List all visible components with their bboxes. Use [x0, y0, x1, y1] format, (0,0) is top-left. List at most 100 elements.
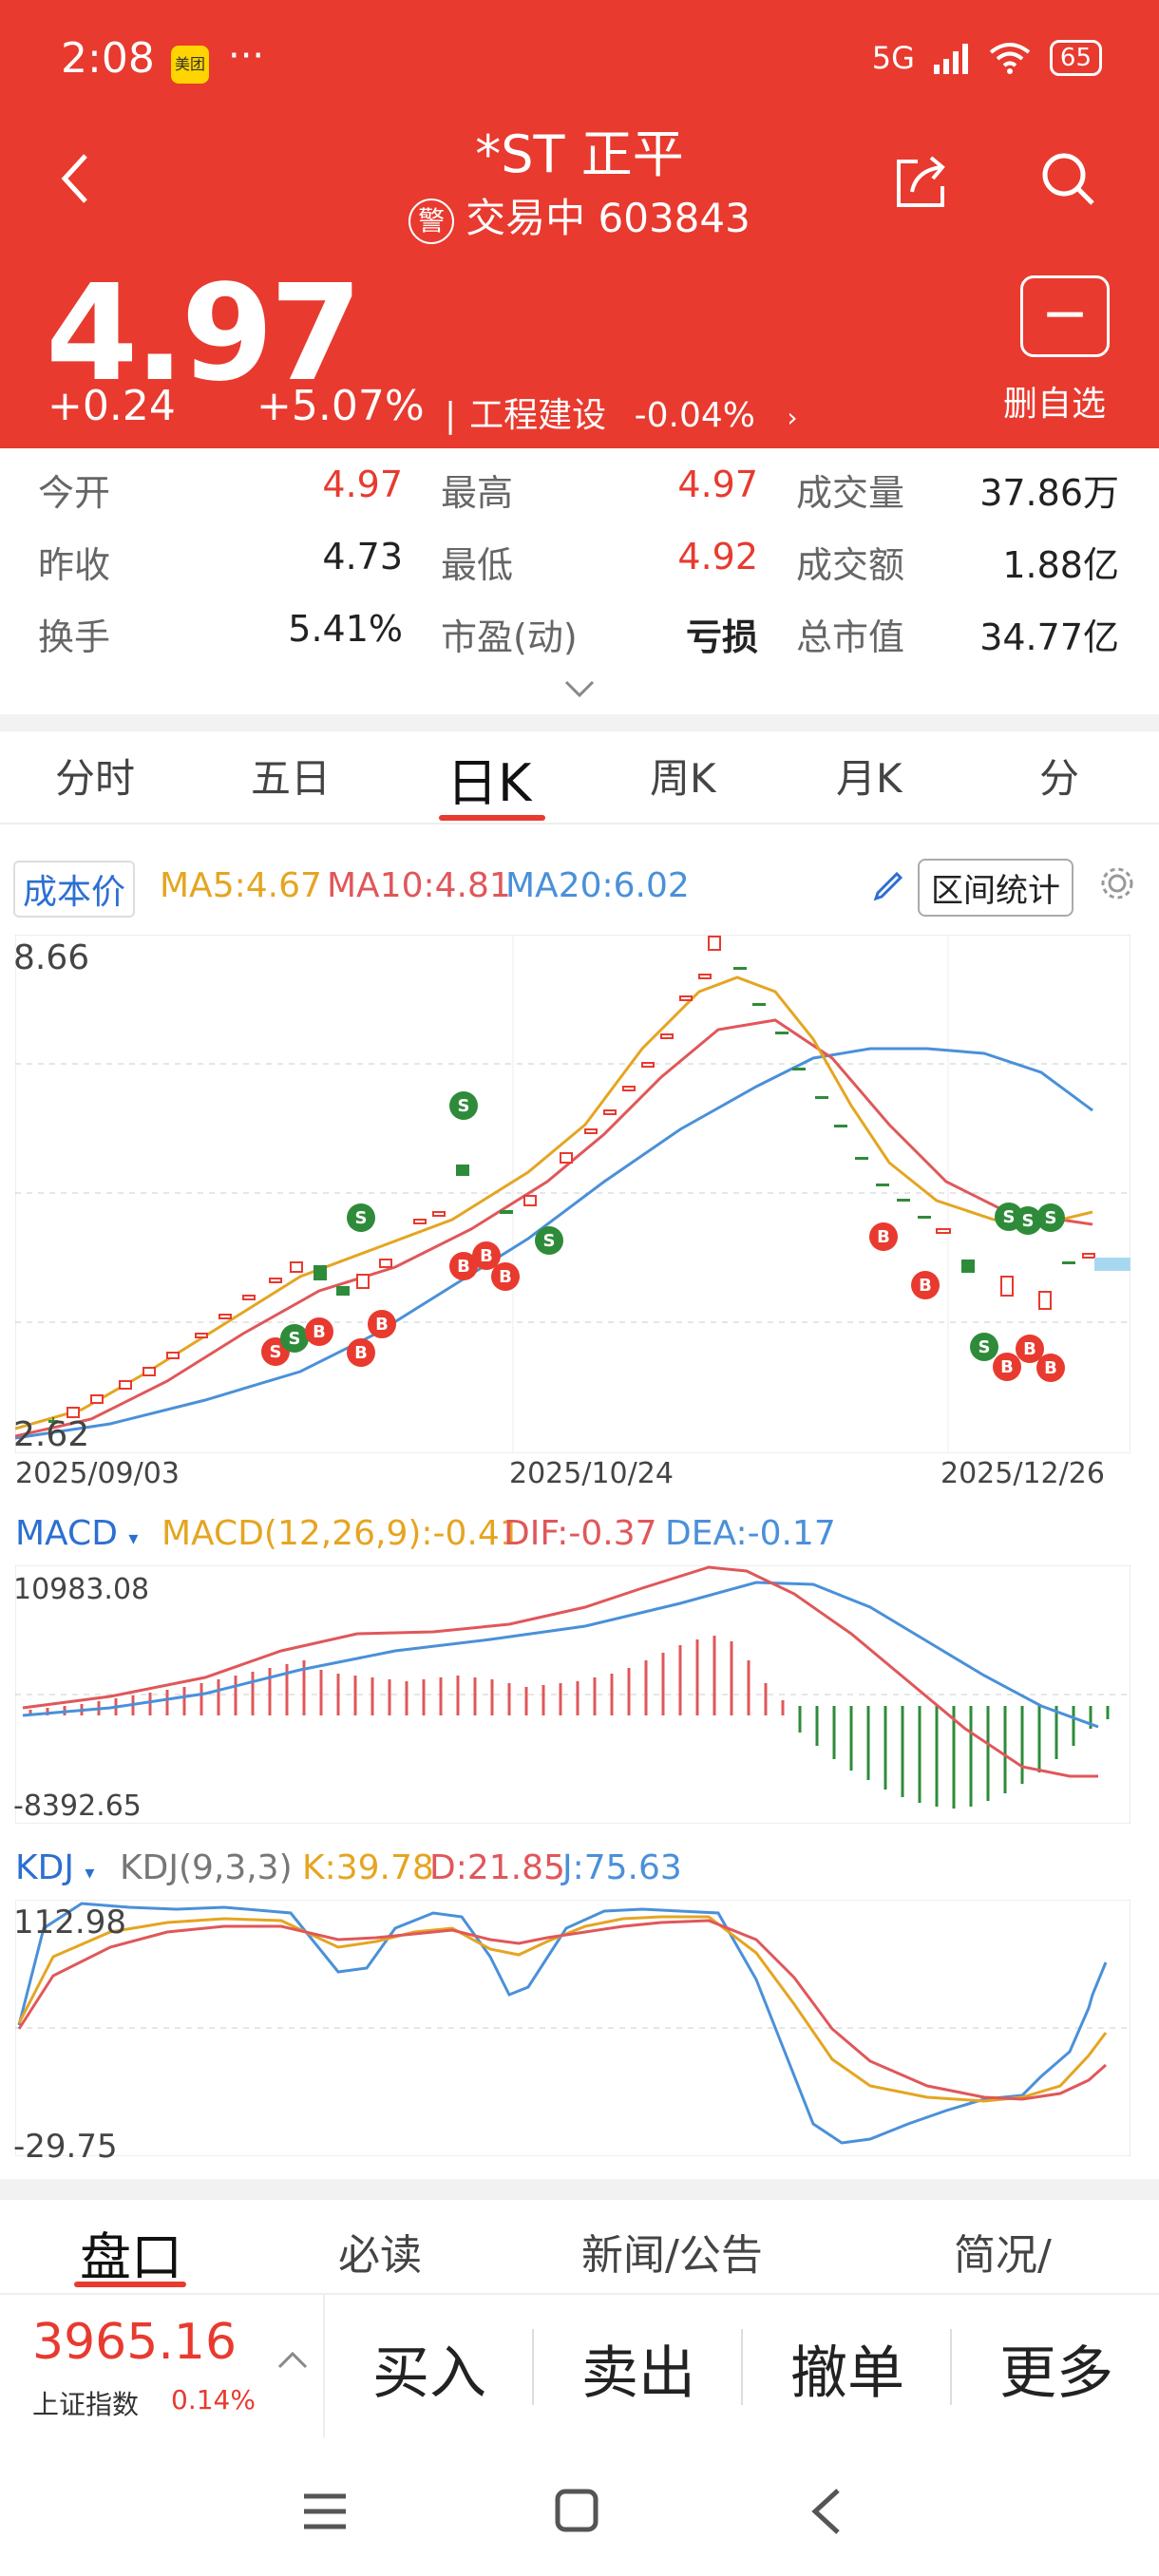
bar-divider	[323, 2295, 325, 2437]
kline-ymax: 8.66	[13, 938, 90, 977]
turnover-label: 换手	[38, 616, 111, 658]
open-label: 今开	[38, 472, 111, 514]
pe-value: 亏损	[685, 616, 758, 658]
chevron-down-icon[interactable]	[562, 676, 597, 699]
svg-text:S: S	[543, 1231, 556, 1251]
pe-label: 市盈(动)	[441, 616, 578, 658]
meituan-badge-icon: 美团	[171, 46, 209, 84]
share-icon[interactable]	[891, 152, 952, 213]
kdj-chart	[15, 1900, 1130, 2156]
dropdown-icon: ▾	[128, 1526, 139, 1549]
svg-text:B: B	[457, 1257, 470, 1277]
pencil-icon[interactable]	[870, 864, 908, 902]
svg-text:B: B	[499, 1267, 512, 1287]
sell-button[interactable]: 卖出	[581, 2340, 695, 2407]
more-button[interactable]: 更多	[999, 2340, 1113, 2407]
kdj-selector[interactable]: KDJ ▾	[15, 1848, 94, 1887]
network-label: 5G	[871, 40, 915, 76]
macd-ymin: -8392.65	[13, 1790, 142, 1823]
kdj-ymin: -29.75	[13, 2128, 118, 2166]
kdj-k: K:39.78	[302, 1848, 434, 1887]
tab-must-read[interactable]: 必读	[338, 2231, 422, 2280]
tabs-divider	[0, 823, 1159, 824]
svg-text:S: S	[978, 1337, 991, 1357]
macd-label: MACD	[15, 1514, 118, 1553]
ma20-label: MA20:6.02	[505, 866, 690, 905]
svg-text:B: B	[354, 1343, 368, 1363]
period-tabs: 分时 五日 日K 周K 月K 分	[0, 731, 1159, 823]
sector-link[interactable]: | 工程建设 -0.04% ›	[445, 396, 798, 435]
search-icon[interactable]	[1037, 148, 1098, 209]
high-value: 4.97	[677, 464, 758, 505]
price-change-pct: +5.07%	[256, 382, 425, 430]
volume-label: 成交量	[796, 472, 905, 514]
ma5-label: MA5:4.67	[160, 866, 322, 905]
prev-close-label: 昨收	[38, 544, 111, 586]
high-label: 最高	[441, 472, 514, 514]
tab-news[interactable]: 新闻/公告	[581, 2231, 763, 2280]
volume-value: 37.86万	[979, 472, 1119, 514]
current-price: 4.97	[46, 256, 362, 411]
quote-grid: 今开 4.97 最高 4.97 成交量 37.86万 昨收 4.73 最低 4.…	[0, 448, 1159, 716]
prev-close-value: 4.73	[322, 536, 403, 578]
kline-date-start: 2025/09/03	[15, 1457, 180, 1490]
button-divider	[950, 2329, 952, 2405]
gear-icon[interactable]	[1098, 864, 1136, 902]
tab-five-day[interactable]: 五日	[251, 755, 332, 802]
chevron-up-icon[interactable]	[276, 2348, 310, 2371]
kline-chart[interactable]: S S B S B B S B B B S B B S B S S B S B	[15, 935, 1130, 1453]
section-divider	[0, 714, 1159, 731]
svg-text:S: S	[1003, 1207, 1016, 1227]
dropdown-icon: ▾	[85, 1861, 95, 1884]
remove-watchlist-button[interactable]: 删自选	[1003, 385, 1107, 424]
chevron-right-icon: ›	[787, 402, 798, 433]
svg-text:B: B	[480, 1246, 493, 1266]
home-icon[interactable]	[555, 2489, 598, 2532]
amount-value: 1.88亿	[1002, 544, 1119, 586]
tab-quote-panel[interactable]: 盘口	[80, 2227, 182, 2287]
market-cap-label: 总市值	[796, 616, 905, 658]
minus-icon[interactable]: −	[1020, 275, 1110, 357]
kdj-j: J:75.63	[562, 1848, 682, 1887]
button-divider	[741, 2329, 743, 2405]
svg-text:B: B	[1000, 1357, 1014, 1377]
svg-text:S: S	[1022, 1211, 1035, 1231]
kline-date-end: 2025/12/26	[940, 1457, 1105, 1490]
macd-selector[interactable]: MACD ▾	[15, 1514, 138, 1553]
kline-candles	[48, 936, 1130, 1427]
tab-profile[interactable]: 简况/	[954, 2231, 1052, 2280]
kdj-label: KDJ	[15, 1848, 74, 1887]
open-value: 4.97	[322, 464, 403, 505]
svg-text:S: S	[458, 1096, 470, 1116]
ma10-label: MA10:4.81	[327, 866, 511, 905]
sector-name: 工程建设	[469, 396, 607, 435]
back-arrow-icon[interactable]	[57, 152, 95, 205]
button-divider	[532, 2329, 534, 2405]
stock-status-code: 交易中 603843	[466, 195, 750, 241]
tab-intraday[interactable]: 分时	[55, 755, 136, 802]
warning-icon: 警	[408, 198, 455, 244]
buy-button[interactable]: 买入	[372, 2340, 486, 2407]
cost-price-button[interactable]: 成本价	[13, 861, 136, 918]
signal-icon	[933, 44, 968, 74]
tab-weekly-k[interactable]: 周K	[650, 755, 716, 802]
menu-icon[interactable]	[302, 2491, 348, 2532]
active-tab-indicator	[439, 815, 545, 821]
stock-subtitle: 警交易中 603843	[0, 186, 1159, 244]
range-stats-button[interactable]: 区间统计	[918, 859, 1074, 917]
price-change: +0.24	[48, 382, 176, 430]
section-divider	[0, 2179, 1159, 2200]
index-value[interactable]: 3965.16	[32, 2314, 238, 2371]
kdj-params: KDJ(9,3,3)	[120, 1848, 293, 1887]
info-tabs: 盘口 必读 新闻/公告 简况/	[0, 2204, 1159, 2291]
macd-ymax: 10983.08	[13, 1573, 150, 1606]
battery-icon: 65	[1049, 40, 1102, 76]
tab-minute[interactable]: 分	[1039, 755, 1080, 802]
cancel-order-button[interactable]: 撤单	[790, 2340, 904, 2407]
kline-ymin: 2.62	[13, 1415, 90, 1454]
kline-date-mid: 2025/10/24	[509, 1457, 674, 1490]
tab-monthly-k[interactable]: 月K	[836, 755, 902, 802]
tab-daily-k[interactable]: 日K	[446, 753, 532, 813]
nav-back-icon[interactable]	[809, 2487, 844, 2536]
amount-label: 成交额	[796, 544, 905, 586]
